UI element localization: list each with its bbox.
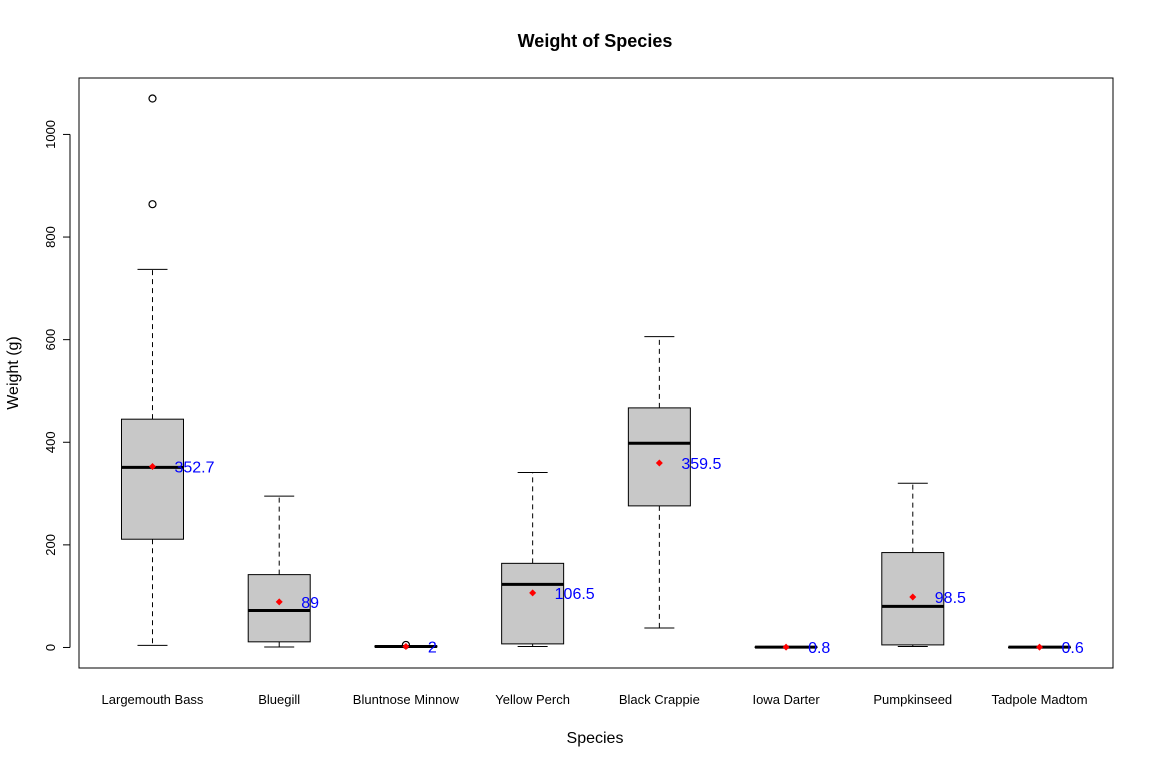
mean-label: 98.5 xyxy=(935,590,966,607)
x-tick-label: Yellow Perch xyxy=(495,692,570,707)
iqr-box xyxy=(247,574,311,643)
mean-label: 0.8 xyxy=(808,640,830,657)
y-tick-label: 400 xyxy=(43,431,58,453)
box-group: 2 xyxy=(374,639,438,656)
y-tick-label: 1000 xyxy=(43,120,58,149)
x-tick-label: Largemouth Bass xyxy=(102,692,204,707)
y-axis-label: Weight (g) xyxy=(5,336,22,410)
mean-marker xyxy=(782,643,790,651)
box-group: 359.5 xyxy=(627,336,721,629)
box-group: 98.5 xyxy=(881,482,966,647)
box-group: 0.6 xyxy=(1008,640,1084,657)
x-tick-label: Bluntnose Minnow xyxy=(353,692,460,707)
x-tick-label: Bluegill xyxy=(258,692,300,707)
box-group: 106.5 xyxy=(501,472,595,647)
iqr-box xyxy=(627,407,691,507)
mean-marker xyxy=(402,642,410,650)
mean-marker xyxy=(909,593,917,601)
x-tick-label: Pumpkinseed xyxy=(873,692,952,707)
x-axis-label: Species xyxy=(567,730,624,747)
box-group: 352.7 xyxy=(120,94,215,646)
mean-marker xyxy=(529,589,537,597)
mean-marker xyxy=(1036,643,1044,651)
y-axis: 0 200 400 600 800 1000 xyxy=(43,120,71,651)
mean-label: 89 xyxy=(301,595,319,612)
y-tick-label: 200 xyxy=(43,534,58,556)
mean-label: 352.7 xyxy=(174,460,214,477)
x-tick-label: Black Crappie xyxy=(619,692,700,707)
box-group: 89 xyxy=(247,495,319,648)
mean-label: 106.5 xyxy=(555,586,595,603)
mean-label: 2 xyxy=(428,639,437,656)
mean-marker xyxy=(148,463,156,471)
mean-marker xyxy=(275,598,283,606)
outlier-point xyxy=(148,200,157,209)
mean-label: 0.6 xyxy=(1062,640,1084,657)
boxes-layer: 352.7 89 2 106.5 359.5 0.8 98.5 0.6 xyxy=(120,94,1084,657)
chart-title: Weight of Species xyxy=(518,31,673,51)
iqr-box xyxy=(120,418,184,540)
x-tick-label: Tadpole Madtom xyxy=(991,692,1087,707)
plot-frame xyxy=(78,77,1114,669)
outlier-point xyxy=(148,94,157,103)
y-tick-label: 600 xyxy=(43,329,58,351)
iqr-box xyxy=(501,562,565,645)
y-tick-label: 0 xyxy=(43,644,58,651)
x-axis: Largemouth Bass Bluegill Bluntnose Minnow Y… xyxy=(102,692,1088,707)
mean-label: 359.5 xyxy=(681,456,721,473)
mean-marker xyxy=(655,459,663,467)
box-group: 0.8 xyxy=(754,640,830,657)
x-tick-label: Iowa Darter xyxy=(752,692,820,707)
y-tick-label: 800 xyxy=(43,226,58,248)
